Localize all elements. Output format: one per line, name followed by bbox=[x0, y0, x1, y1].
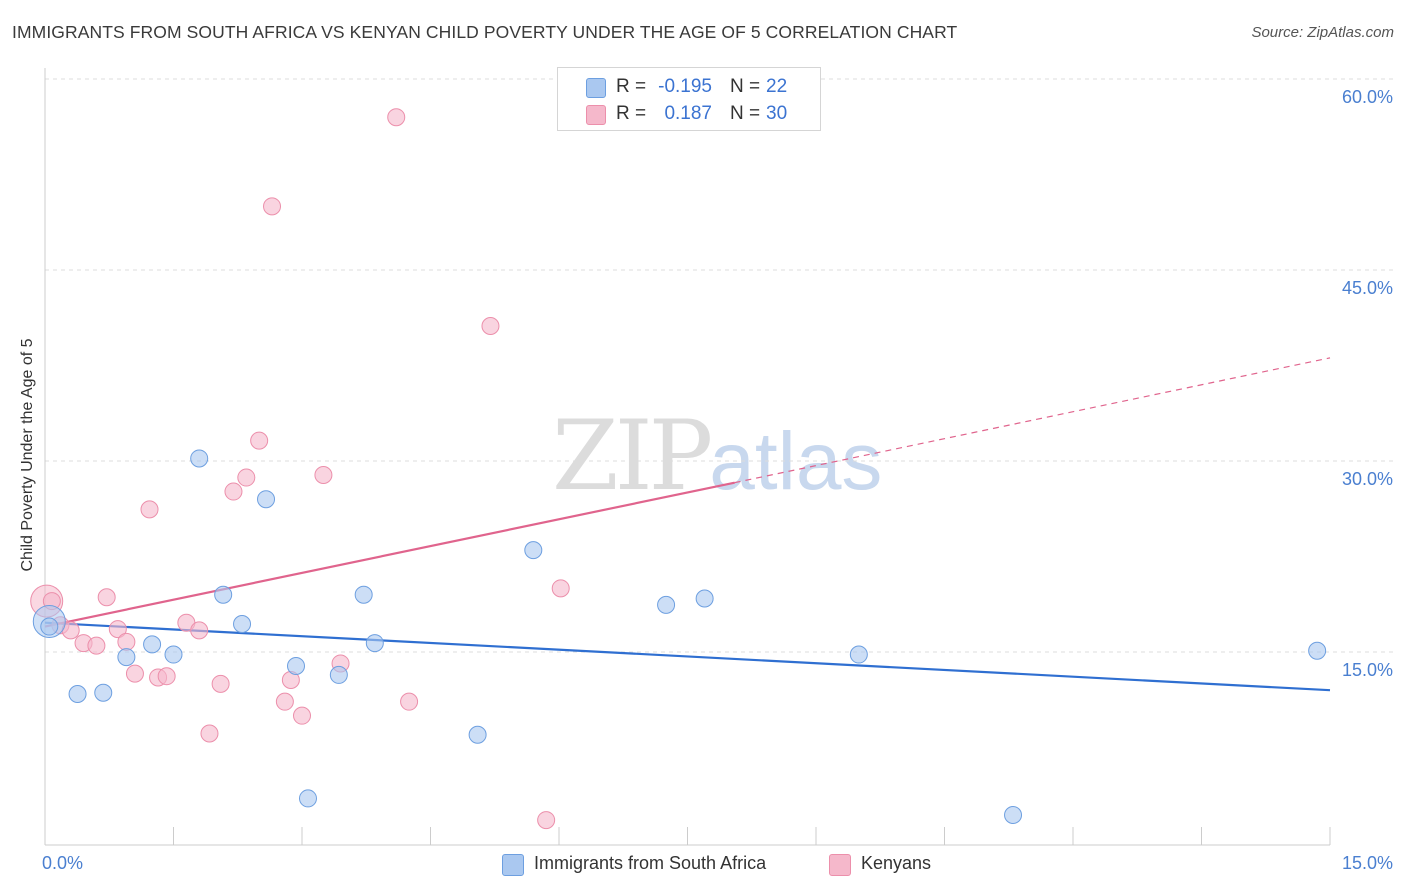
data-point bbox=[97, 588, 116, 607]
data-point bbox=[94, 683, 113, 702]
data-point bbox=[551, 579, 570, 598]
data-point bbox=[314, 466, 333, 485]
data-point bbox=[224, 482, 243, 501]
data-point bbox=[387, 108, 406, 127]
data-point bbox=[250, 431, 269, 450]
y-tick-label: 30.0% bbox=[1342, 469, 1393, 489]
n-value: 22 bbox=[766, 76, 788, 97]
data-points bbox=[30, 108, 1327, 830]
data-point bbox=[354, 585, 373, 604]
data-point bbox=[329, 665, 348, 684]
legend-label-kenyans: Kenyans bbox=[861, 853, 932, 873]
data-point bbox=[108, 620, 127, 639]
data-point bbox=[190, 449, 209, 468]
data-point bbox=[287, 657, 306, 676]
legend-row-south-africa: R = -0.195 N = 22 bbox=[558, 75, 820, 103]
correlation-legend: R = -0.195 N = 22 R = 0.187 N = 30 bbox=[557, 67, 821, 131]
trend-line-0 bbox=[44, 621, 1331, 692]
data-point bbox=[1004, 805, 1023, 824]
data-point bbox=[117, 632, 136, 651]
data-point bbox=[157, 667, 176, 686]
data-point bbox=[263, 197, 282, 216]
tick-labels: 15.0% 30.0% 45.0% 60.0% 0.0% 15.0% bbox=[42, 87, 1393, 873]
legend-swatch-kenyans bbox=[586, 105, 606, 125]
data-point bbox=[117, 648, 136, 667]
x-tick-label: 15.0% bbox=[1342, 853, 1393, 873]
data-point bbox=[200, 724, 219, 743]
data-point bbox=[468, 725, 487, 744]
data-point bbox=[233, 614, 252, 633]
data-point bbox=[524, 541, 543, 560]
data-point bbox=[143, 635, 162, 654]
y-tick-label: 15.0% bbox=[1342, 660, 1393, 680]
chart-title: IMMIGRANTS FROM SOUTH AFRICA VS KENYAN C… bbox=[12, 22, 958, 42]
data-point bbox=[400, 692, 419, 711]
data-point bbox=[657, 595, 676, 614]
data-point bbox=[257, 490, 276, 509]
r-label: R = bbox=[616, 103, 647, 124]
legend-row-kenyans: R = 0.187 N = 30 bbox=[558, 102, 820, 130]
legend-label-south-africa: Immigrants from South Africa bbox=[534, 853, 767, 873]
y-axis-label: Child Poverty Under the Age of 5 bbox=[19, 338, 36, 572]
data-point bbox=[275, 692, 294, 711]
trend-lines bbox=[44, 357, 1331, 692]
data-point bbox=[695, 589, 714, 608]
data-point bbox=[481, 317, 500, 336]
data-point bbox=[140, 500, 159, 519]
axes bbox=[44, 68, 1331, 846]
y-tick-label: 60.0% bbox=[1342, 87, 1393, 107]
grid-lines bbox=[45, 78, 1395, 653]
source-label: Source: ZipAtlas.com bbox=[1251, 24, 1394, 41]
data-point bbox=[211, 674, 230, 693]
r-label: R = bbox=[616, 76, 647, 97]
data-point bbox=[40, 617, 59, 636]
data-point bbox=[537, 811, 556, 830]
n-value: 30 bbox=[766, 103, 788, 124]
legend-swatch-south-africa bbox=[502, 854, 524, 876]
data-point bbox=[214, 585, 233, 604]
data-point bbox=[237, 468, 256, 487]
data-point bbox=[849, 645, 868, 664]
trend-line-1 bbox=[44, 481, 735, 628]
n-label: N = bbox=[730, 103, 761, 124]
legend-swatch-kenyans bbox=[829, 854, 851, 876]
data-point bbox=[293, 706, 311, 725]
data-point bbox=[68, 685, 87, 704]
n-label: N = bbox=[730, 76, 761, 97]
data-point bbox=[125, 664, 144, 683]
data-point bbox=[365, 634, 384, 653]
data-point bbox=[87, 636, 106, 655]
x-tick-label: 0.0% bbox=[42, 853, 83, 873]
data-point bbox=[298, 789, 317, 808]
data-point bbox=[1308, 641, 1327, 660]
series-legend: Immigrants from South Africa Kenyans bbox=[0, 852, 1406, 878]
legend-swatch-south-africa bbox=[586, 78, 606, 98]
r-value: 0.187 bbox=[664, 103, 712, 124]
trend-line-dashed-1 bbox=[734, 357, 1331, 484]
y-tick-label: 45.0% bbox=[1342, 278, 1393, 298]
data-point bbox=[190, 621, 209, 640]
data-point bbox=[164, 645, 183, 664]
r-value: -0.195 bbox=[658, 76, 712, 97]
